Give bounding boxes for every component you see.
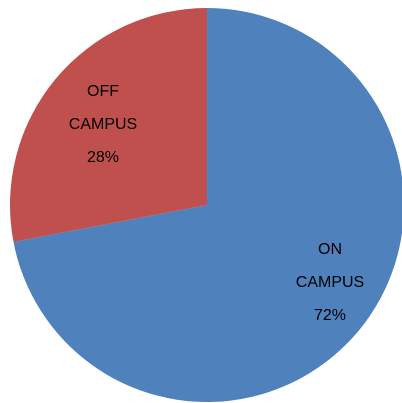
slice-name: ON CAMPUS: [295, 241, 365, 291]
pie-slice: [9, 8, 207, 242]
data-label: OFF CAMPUS 28%: [58, 75, 148, 174]
slice-value: 28%: [86, 149, 120, 166]
data-label: ON CAMPUS 72%: [285, 233, 375, 332]
slice-name: OFF CAMPUS: [68, 83, 138, 133]
slice-value: 72%: [313, 307, 347, 324]
pie-slice: [13, 8, 402, 402]
